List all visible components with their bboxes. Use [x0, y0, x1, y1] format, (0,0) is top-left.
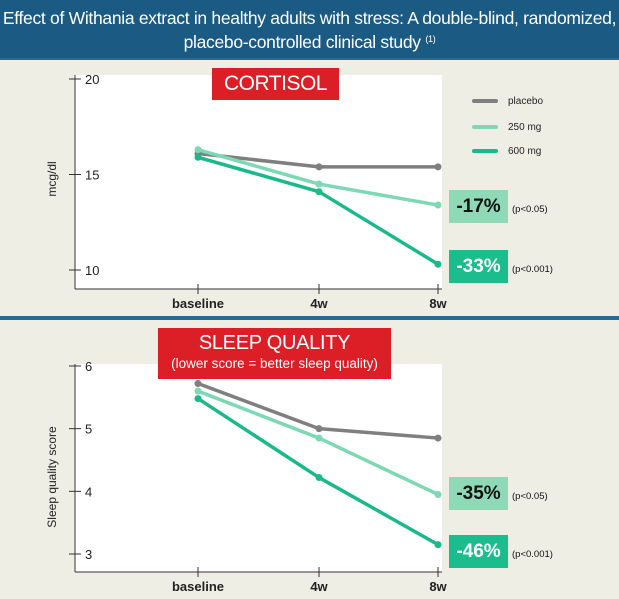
sleep-y-tick-label: 3: [85, 547, 92, 562]
sleep-point-placebo: [434, 434, 442, 442]
sleep-y-tick-label: 5: [85, 422, 92, 437]
sleep-x-tick-label: 4w: [310, 579, 328, 594]
cortisol-point-placebo: [434, 163, 442, 171]
sleep-y-tick-label: 6: [85, 359, 92, 374]
cortisol-banner: CORTISOL: [212, 68, 339, 100]
title-line-1: Effect of Withania extract in healthy ad…: [2, 8, 617, 28]
sleep-point-250-mg: [434, 490, 442, 498]
sleep-banner-title: SLEEP QUALITY: [198, 332, 351, 354]
legend-600mg: 600 mg: [472, 146, 541, 157]
cortisol-y-tick-label: 15: [85, 168, 99, 183]
cortisol-chart: 10 15 20 baseline 4w 8w: [69, 72, 448, 311]
legend-600mg-swatch: [472, 149, 498, 154]
sleep-banner-subtitle: (lower score = better sleep quality): [171, 356, 378, 371]
page-title-header: Effect of Withania extract in healthy ad…: [0, 0, 619, 58]
legend-placebo-label: placebo: [508, 96, 544, 107]
cortisol-point-250-mg: [434, 201, 442, 209]
sleep-pvalue-250mg: (p<0.05): [512, 491, 548, 502]
title-line-2: placebo-controlled clinical study (1): [0, 29, 619, 53]
sleep-point-600-mg: [434, 541, 442, 549]
cortisol-x-tick-label: 4w: [310, 296, 328, 311]
sleep-point-600-mg: [315, 474, 323, 482]
cortisol-badge-250mg: -17%: [449, 190, 508, 223]
sleep-badge-250mg: -35%: [449, 477, 508, 510]
cortisol-y-axis-label: mcg/dl: [45, 161, 59, 197]
reference-marker: (1): [425, 34, 436, 44]
cortisol-point-600-mg: [315, 188, 323, 196]
sleep-point-250-mg: [315, 434, 323, 442]
sleep-panel: 3 4 5 6 baseline 4w 8w SLEEP QUALITY (lower sc…: [0, 318, 619, 599]
legend-250mg-swatch: [472, 125, 498, 130]
cortisol-pvalue-600mg: (p<0.001): [512, 264, 553, 275]
sleep-point-600-mg: [194, 395, 202, 403]
sleep-banner: SLEEP QUALITY (lower score = better slee…: [158, 328, 391, 379]
cortisol-pvalue-250mg: (p<0.05): [512, 204, 548, 215]
cortisol-plot-area: [75, 75, 442, 289]
legend-250mg: 250 mg: [472, 122, 541, 133]
cortisol-point-250-mg: [315, 180, 323, 188]
cortisol-panel: 10 15 20 baseline 4w 8w CORTISOL mcg/dl place…: [0, 58, 619, 318]
sleep-pvalue-600mg: (p<0.001): [512, 549, 553, 560]
legend-600mg-label: 600 mg: [508, 146, 542, 157]
cortisol-x-tick-label: 8w: [429, 296, 447, 311]
cortisol-badge-600mg: -33%: [449, 250, 508, 283]
sleep-point-placebo: [315, 425, 323, 433]
cortisol-point-placebo: [315, 163, 323, 171]
cortisol-y-tick-label: 20: [85, 72, 99, 87]
cortisol-point-600-mg: [194, 153, 202, 161]
sleep-y-axis-label: Sleep quality score: [45, 426, 59, 528]
cortisol-y-tick-label: 10: [85, 263, 99, 278]
sleep-point-250-mg: [194, 387, 202, 395]
sleep-chart: 3 4 5 6 baseline 4w 8w: [69, 359, 448, 594]
legend-250mg-label: 250 mg: [508, 122, 542, 133]
cortisol-point-600-mg: [434, 260, 442, 268]
sleep-x-tick-label: 8w: [429, 579, 447, 594]
sleep-plot-area: [75, 364, 442, 572]
legend-placebo-swatch: [472, 99, 498, 104]
sleep-point-placebo: [194, 380, 202, 388]
cortisol-point-250-mg: [194, 146, 202, 154]
cortisol-x-tick-label: baseline: [172, 296, 224, 311]
title-line-2-text: placebo-controlled clinical study: [183, 32, 421, 52]
legend-placebo: placebo: [472, 96, 543, 107]
sleep-y-tick-label: 4: [85, 484, 92, 499]
sleep-x-tick-label: baseline: [172, 579, 224, 594]
cortisol-banner-title: CORTISOL: [224, 72, 327, 95]
sleep-badge-600mg: -46%: [449, 535, 508, 568]
